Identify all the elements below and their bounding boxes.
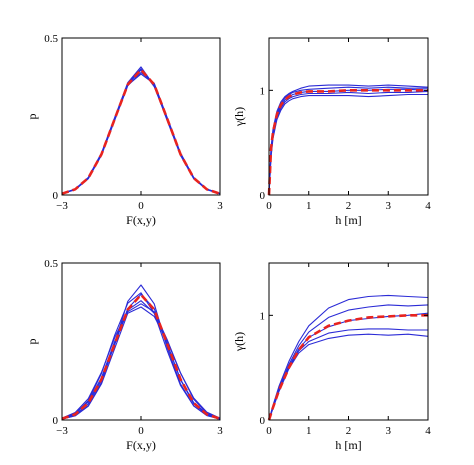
realization-line-1 (268, 294, 429, 421)
y-tick-label: 0.5 (44, 258, 58, 270)
y-tick-label: 0 (53, 190, 59, 202)
y-axis-label: p (25, 114, 39, 120)
x-tick-label: 0 (138, 200, 144, 212)
y-tick-label: 0 (53, 415, 59, 427)
x-tick-label: −3 (56, 200, 68, 212)
y-axis-label: γ(h) (232, 107, 246, 127)
x-tick-label: 2 (346, 200, 352, 212)
y-axis-label: γ(h) (232, 332, 246, 352)
plot-area (269, 263, 428, 420)
plot-area (62, 263, 220, 420)
y-axis-label: p (25, 339, 39, 345)
y-tick-label: 1 (260, 310, 266, 322)
x-tick-label: 1 (306, 425, 312, 437)
subplot-2: 0 1 2 3 4 0 1 h [m] γ(h) (232, 37, 431, 227)
x-axis-label: F(x,y) (126, 438, 156, 452)
realization-line-5 (61, 73, 221, 195)
x-axis-label: F(x,y) (126, 213, 156, 227)
realization-line-5 (61, 303, 221, 419)
y-tick-label: 1 (260, 85, 266, 97)
x-tick-label: 0 (138, 425, 144, 437)
x-tick-label: 3 (386, 425, 392, 437)
x-axis-label: h [m] (335, 213, 361, 227)
subplot-4: 0 1 2 3 4 0 1 h [m] γ(h) (232, 262, 431, 452)
x-tick-label: 4 (425, 200, 431, 212)
subplot-3: −3 0 300.5F(x,y)p (25, 258, 223, 452)
x-tick-label: 4 (425, 425, 431, 437)
reference-line (267, 89, 428, 196)
subplot-1: −3 0 300.5F(x,y)p (25, 33, 223, 227)
realization-line-6 (61, 293, 221, 420)
x-tick-label: 3 (217, 425, 223, 437)
x-tick-label: 3 (217, 200, 223, 212)
x-tick-label: 2 (346, 425, 352, 437)
x-tick-label: 1 (306, 200, 312, 212)
x-tick-label: 0 (266, 425, 272, 437)
y-tick-label: 0 (260, 415, 266, 427)
plot-area (62, 38, 220, 195)
reference-line (267, 314, 428, 421)
plot-area (269, 38, 428, 195)
x-tick-label: 3 (386, 200, 392, 212)
y-tick-label: 0 (260, 190, 266, 202)
y-tick-label: 0.5 (44, 33, 58, 45)
realization-line-4 (61, 306, 221, 420)
x-tick-label: −3 (56, 425, 68, 437)
x-tick-label: 0 (266, 200, 272, 212)
x-axis-label: h [m] (335, 438, 361, 452)
